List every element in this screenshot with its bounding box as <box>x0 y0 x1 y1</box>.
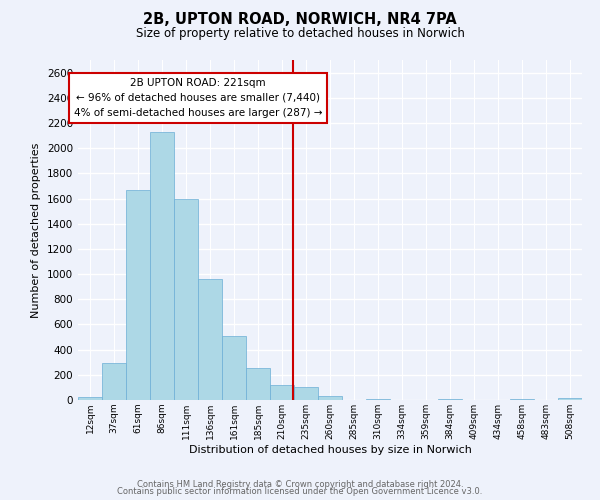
Bar <box>366 398 390 400</box>
Bar <box>78 398 102 400</box>
Text: Contains HM Land Registry data © Crown copyright and database right 2024.: Contains HM Land Registry data © Crown c… <box>137 480 463 489</box>
Bar <box>174 198 198 400</box>
Text: Size of property relative to detached houses in Norwich: Size of property relative to detached ho… <box>136 28 464 40</box>
Text: 2B, UPTON ROAD, NORWICH, NR4 7PA: 2B, UPTON ROAD, NORWICH, NR4 7PA <box>143 12 457 28</box>
Text: 2B UPTON ROAD: 221sqm
← 96% of detached houses are smaller (7,440)
4% of semi-de: 2B UPTON ROAD: 221sqm ← 96% of detached … <box>74 78 322 118</box>
Bar <box>198 279 222 400</box>
Bar <box>294 388 318 400</box>
Bar <box>150 132 174 400</box>
Bar <box>558 398 582 400</box>
Bar <box>270 385 294 400</box>
Bar <box>246 368 270 400</box>
Bar <box>510 398 534 400</box>
Bar <box>438 398 462 400</box>
Y-axis label: Number of detached properties: Number of detached properties <box>31 142 41 318</box>
Bar <box>126 190 150 400</box>
Text: Contains public sector information licensed under the Open Government Licence v3: Contains public sector information licen… <box>118 487 482 496</box>
Bar <box>102 364 126 400</box>
X-axis label: Distribution of detached houses by size in Norwich: Distribution of detached houses by size … <box>188 444 472 454</box>
Bar <box>222 336 246 400</box>
Bar <box>318 396 342 400</box>
